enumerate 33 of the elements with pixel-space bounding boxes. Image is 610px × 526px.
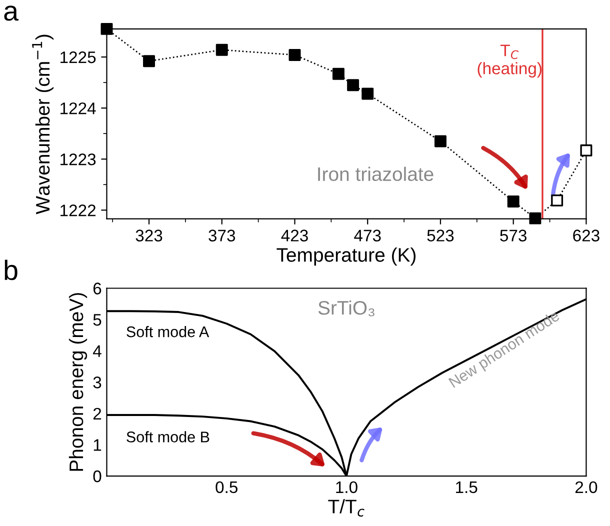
y-tick-label: 1223 — [60, 153, 96, 166]
text: SrTiO₃ — [318, 300, 374, 316]
y-tick-label: 0 — [93, 470, 102, 482]
y-axis-title: Phonon energ (meV) — [68, 293, 88, 471]
y-tick-label: 1225 — [60, 51, 96, 64]
series-label: Soft mode B — [126, 431, 210, 442]
text: b — [4, 260, 18, 280]
x-tick-label: 473 — [354, 230, 381, 242]
y-tick-label: 6 — [93, 282, 102, 294]
text: a — [4, 6, 18, 21]
series-label: Soft mode A — [126, 326, 210, 338]
x-axis-title: T/T$_{c}$ — [328, 499, 364, 517]
x-tick-label: 623 — [573, 230, 600, 242]
x-tick-label: 373 — [208, 230, 236, 242]
ref-line-label: T$_{C}$ (heating) — [478, 44, 542, 78]
x-tick-label: 323 — [136, 230, 162, 242]
y-tick-label: 1222 — [60, 204, 96, 216]
y-tick-label: 2 — [93, 408, 102, 420]
text: Iron triazolate — [318, 166, 434, 182]
y-tick-label: 1 — [94, 439, 102, 451]
x-tick-label: 523 — [427, 230, 454, 242]
x-tick-label: 2.0 — [575, 481, 598, 494]
x-tick-label: 1.5 — [456, 482, 478, 494]
x-tick-label: 573 — [500, 230, 527, 242]
y-axis-title: Wavenumber (cm$^{−1}$) — [32, 34, 54, 214]
y-tick-label: 1224 — [60, 102, 96, 114]
y-tick-label: 4 — [93, 345, 102, 357]
x-axis-title: Temperature (K) — [276, 248, 416, 266]
x-tick-label: 423 — [281, 230, 308, 242]
x-tick-label: 1.0 — [336, 481, 358, 494]
y-tick-label: 3 — [93, 376, 102, 388]
y-tick-label: 5 — [93, 314, 102, 326]
x-tick-label: 0.5 — [216, 481, 238, 494]
